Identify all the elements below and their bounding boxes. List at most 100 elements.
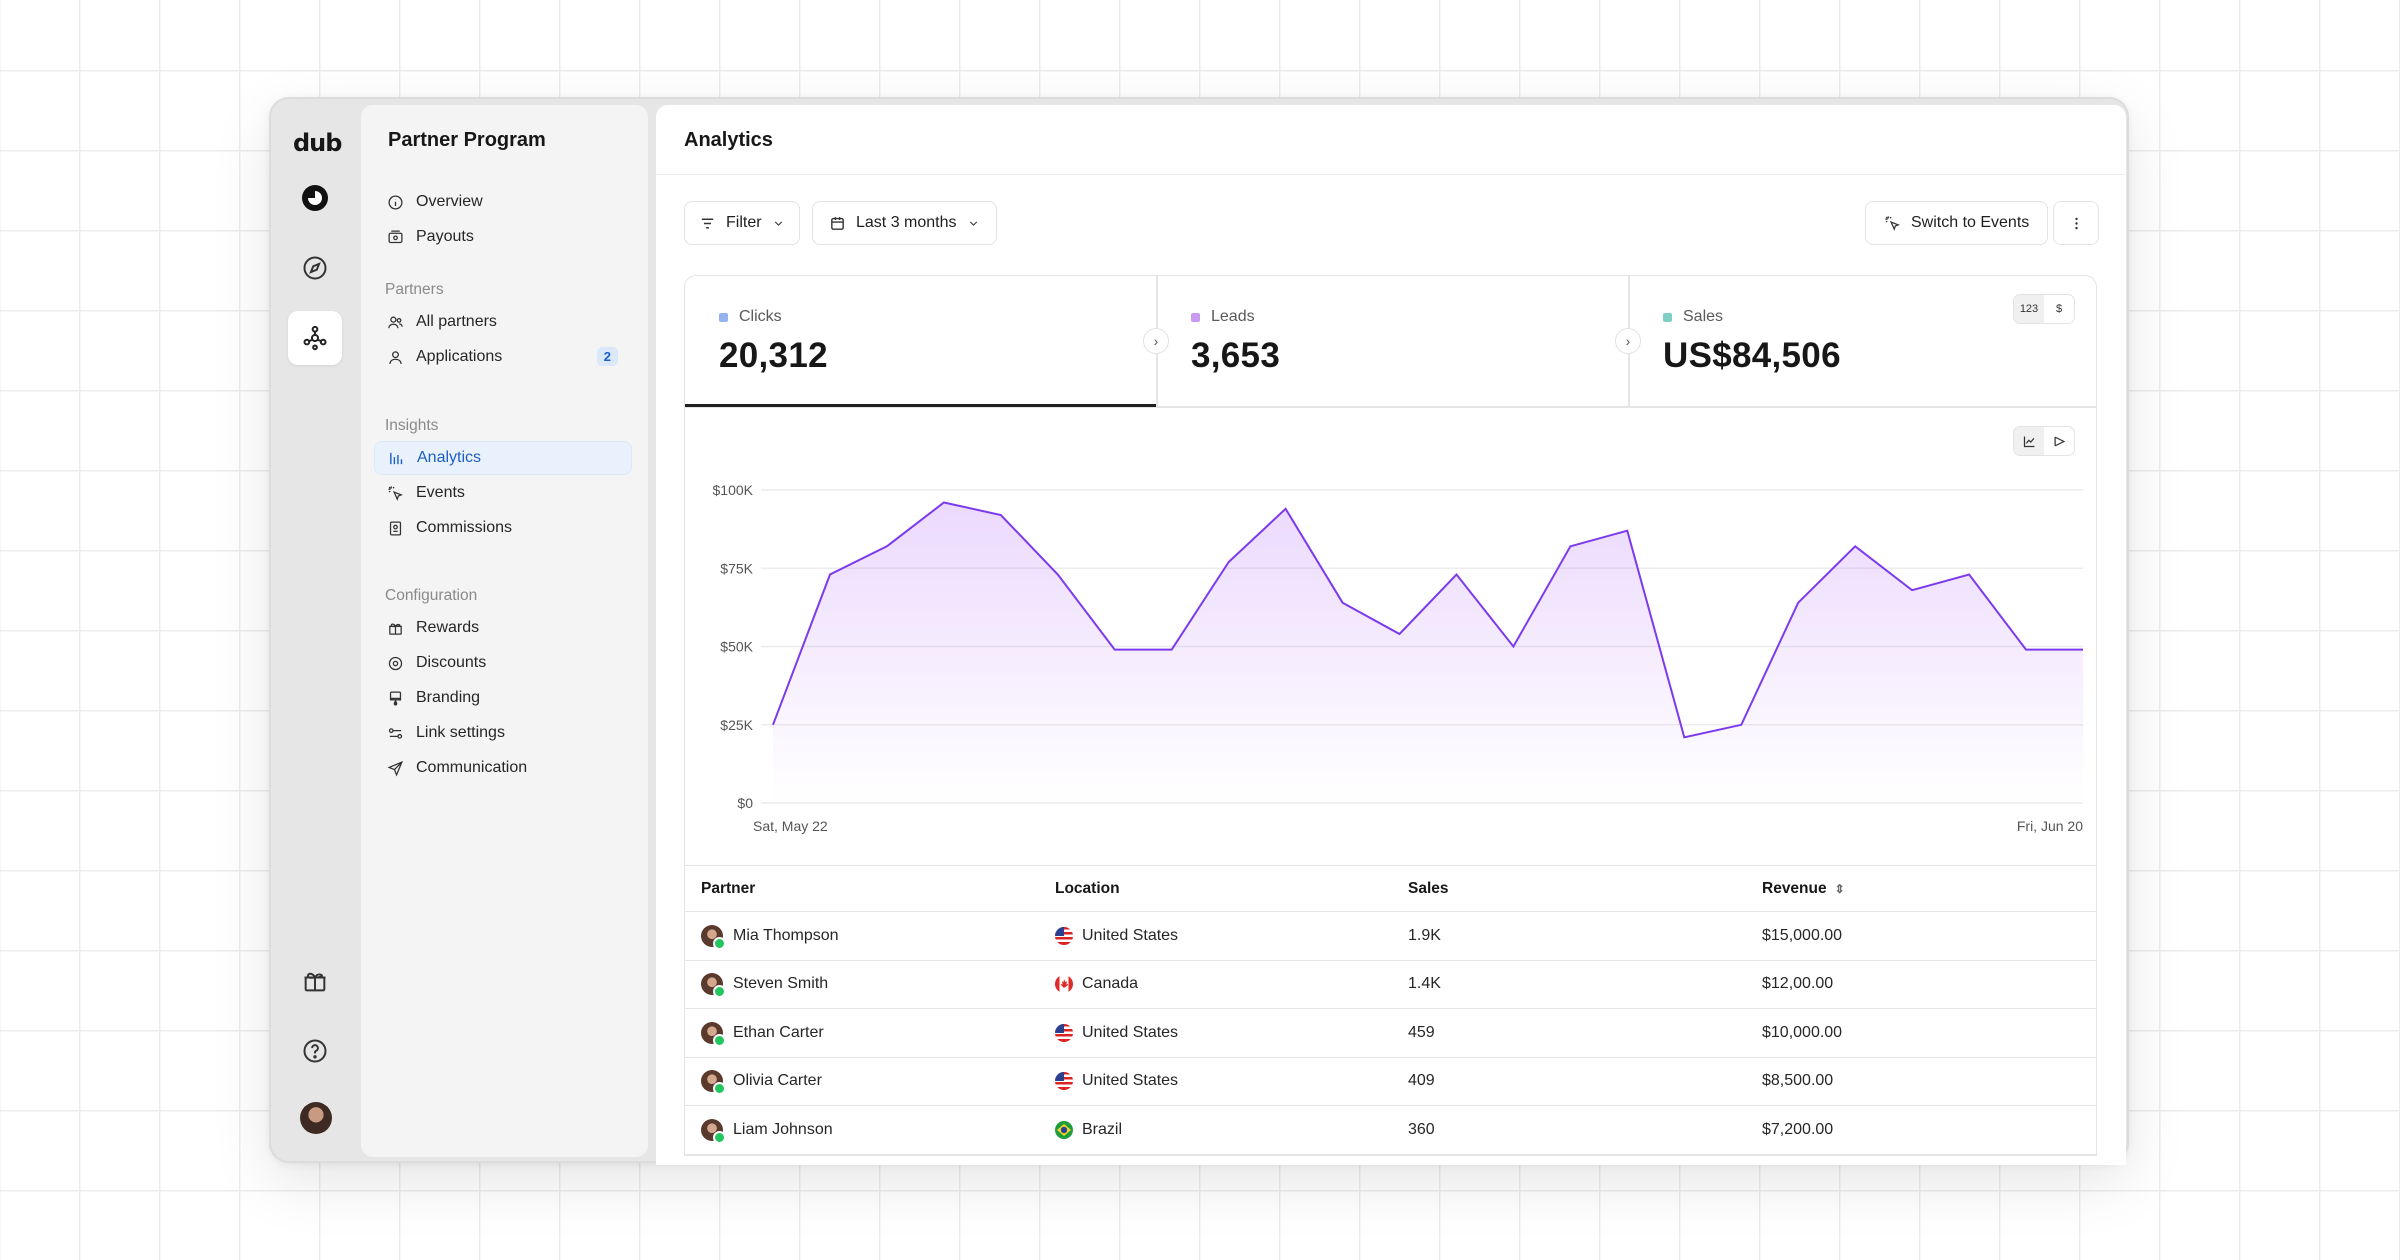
partner-name[interactable]: Mia Thompson [733, 926, 839, 944]
count-unit-option[interactable]: 123 [2014, 295, 2044, 323]
table-body: Mia Thompson United States 1.9K $15,000.00 S… [685, 912, 2096, 1155]
partner-column-header[interactable]: Partner [701, 879, 756, 897]
filter-button[interactable]: Filter [684, 201, 800, 245]
metric-value: 3,653 [1191, 336, 1281, 375]
sidebar-item-label: Rewards [416, 619, 480, 636]
sales-cell: 409 [1408, 1072, 1435, 1090]
currency-unit-option[interactable]: $ [2055, 303, 2063, 315]
y-tick-label: $100K [713, 482, 754, 498]
partner-name[interactable]: Ethan Carter [733, 1023, 824, 1041]
location-name: United States [1082, 1072, 1179, 1090]
page-title: Analytics [684, 129, 773, 151]
sort-icon[interactable]: ⇕ [1834, 881, 1845, 896]
date-range-picker[interactable]: Last 3 months [812, 201, 997, 245]
metric-label: Sales [1663, 308, 1723, 326]
sidebar-item-payouts[interactable]: Payouts [374, 220, 632, 254]
table-row[interactable]: Ethan Carter United States 459 $10,000.00 [685, 1009, 2096, 1058]
compass-button[interactable] [288, 241, 342, 295]
chevron-right-icon: › [1615, 328, 1641, 354]
switch-to-events-button[interactable]: Switch to Events [1865, 201, 2049, 245]
ca-flag-icon [1055, 975, 1073, 994]
revenue-cell: $7,200.00 [1762, 1120, 1834, 1138]
location-name: Brazil [1082, 1120, 1123, 1138]
us-flag-icon [1055, 926, 1073, 945]
partner-avatar [701, 1021, 726, 1047]
sidebar-item-commissions[interactable]: Commissions [374, 511, 632, 545]
table-row[interactable]: Steven Smith Canada 1.4K $12,00.00 [685, 961, 2096, 1009]
clicks-dot [719, 312, 728, 322]
metric-value: US$84,506 [1663, 336, 1841, 375]
location-cell: United States [1055, 1072, 1179, 1091]
sidebar-item-label: All partners [416, 313, 497, 330]
partner-name[interactable]: Liam Johnson [733, 1120, 833, 1138]
chevron-right-icon: › [1143, 328, 1169, 354]
table-row[interactable]: Liam Johnson Brazil 360 $7,200.00 [685, 1106, 2096, 1155]
revenue-header-label: Revenue [1762, 879, 1827, 897]
partners-program-button[interactable] [288, 311, 342, 365]
funnel-chart-option[interactable] [2044, 427, 2074, 455]
more-options-button[interactable] [2053, 201, 2099, 245]
sidebar-item-communication[interactable]: Communication [374, 751, 632, 785]
sidebar-item-analytics[interactable]: Analytics [374, 441, 632, 475]
sidebar-item-branding[interactable]: Branding [374, 681, 632, 715]
table-row[interactable]: Olivia Carter United States 409 $8,500.00 [685, 1058, 2096, 1106]
table-header-row: Partner Location Sales Revenue ⇕ [685, 866, 2096, 912]
sidebar-item-link-settings[interactable]: Link settings [374, 716, 632, 750]
filter-lines-icon [701, 218, 714, 228]
user-avatar[interactable] [300, 1102, 332, 1134]
sidebar-item-overview[interactable]: Overview [374, 185, 632, 219]
partner-cell: Mia Thompson [701, 924, 839, 950]
partner-name[interactable]: Olivia Carter [733, 1072, 822, 1090]
location-column-header[interactable]: Location [1055, 879, 1120, 897]
help-button[interactable] [288, 1024, 342, 1078]
date-range-label: Last 3 months [856, 214, 957, 231]
revenue-cell: $12,00.00 [1762, 975, 1834, 993]
icon-rail: dub [271, 99, 361, 1161]
y-tick-label: $25K [720, 717, 753, 733]
sidebar-item-label: Overview [416, 193, 483, 210]
sidebar-item-label: Applications [416, 348, 503, 365]
metric-tab-leads[interactable]: Leads 3,653 [1157, 276, 1628, 406]
revenue-cell: $10,000.00 [1762, 1023, 1843, 1041]
app-window: dub Partner Program Overview Payouts Par… [269, 97, 2129, 1165]
main-header: Analytics [656, 105, 2126, 175]
brush-icon [386, 689, 404, 707]
metric-label-text: Clicks [739, 308, 782, 325]
partner-avatar [701, 973, 726, 999]
workspace-logo-button[interactable] [288, 171, 342, 225]
chart-type-toggle[interactable] [2013, 426, 2075, 456]
sidebar-item-applications[interactable]: Applications 2 [374, 340, 632, 374]
revenue-column-header[interactable]: Revenue ⇕ [1762, 880, 1845, 898]
metric-tab-sales[interactable]: Sales US$84,506 [1629, 276, 2098, 406]
funnel-chart-icon [2054, 436, 2065, 446]
table-row[interactable]: Mia Thompson United States 1.9K $15,000.00 [685, 912, 2096, 961]
metric-tab-clicks[interactable]: Clicks 20,312 [685, 276, 1156, 406]
line-chart-icon [2023, 436, 2034, 447]
dub-logo[interactable]: dub [293, 129, 342, 157]
help-icon [303, 1039, 327, 1063]
sidebar-item-all-partners[interactable]: All partners [374, 305, 632, 339]
main-panel: Analytics Filter Last 3 months Switch to… [656, 105, 2126, 1165]
y-tick-label: $0 [737, 795, 753, 811]
unit-toggle[interactable]: 123 $ [2013, 294, 2075, 324]
sidebar-item-label: Communication [416, 759, 528, 776]
sidebar-item-discounts[interactable]: Discounts [374, 646, 632, 680]
active-metric-indicator [685, 404, 1156, 407]
partner-avatar [701, 1070, 726, 1096]
sidebar-item-label: Link settings [416, 724, 505, 741]
gift-button[interactable] [288, 954, 342, 1008]
partner-name[interactable]: Steven Smith [733, 975, 829, 993]
metric-label: Leads [1191, 308, 1255, 326]
sales-cell: 360 [1408, 1120, 1435, 1138]
location-name: Canada [1082, 975, 1139, 993]
br-flag-icon [1055, 1120, 1073, 1139]
sidebar-item-label: Payouts [416, 228, 474, 245]
sidebar-item-events[interactable]: Events [374, 476, 632, 510]
sales-dot [1663, 312, 1672, 322]
line-chart-option[interactable] [2014, 427, 2044, 455]
partner-avatar [701, 1118, 726, 1144]
partner-cell: Liam Johnson [701, 1118, 833, 1144]
sidebar-item-rewards[interactable]: Rewards [374, 611, 632, 645]
sales-column-header[interactable]: Sales [1408, 879, 1449, 897]
x-tick-label-start: Sat, May 22 [753, 818, 828, 834]
